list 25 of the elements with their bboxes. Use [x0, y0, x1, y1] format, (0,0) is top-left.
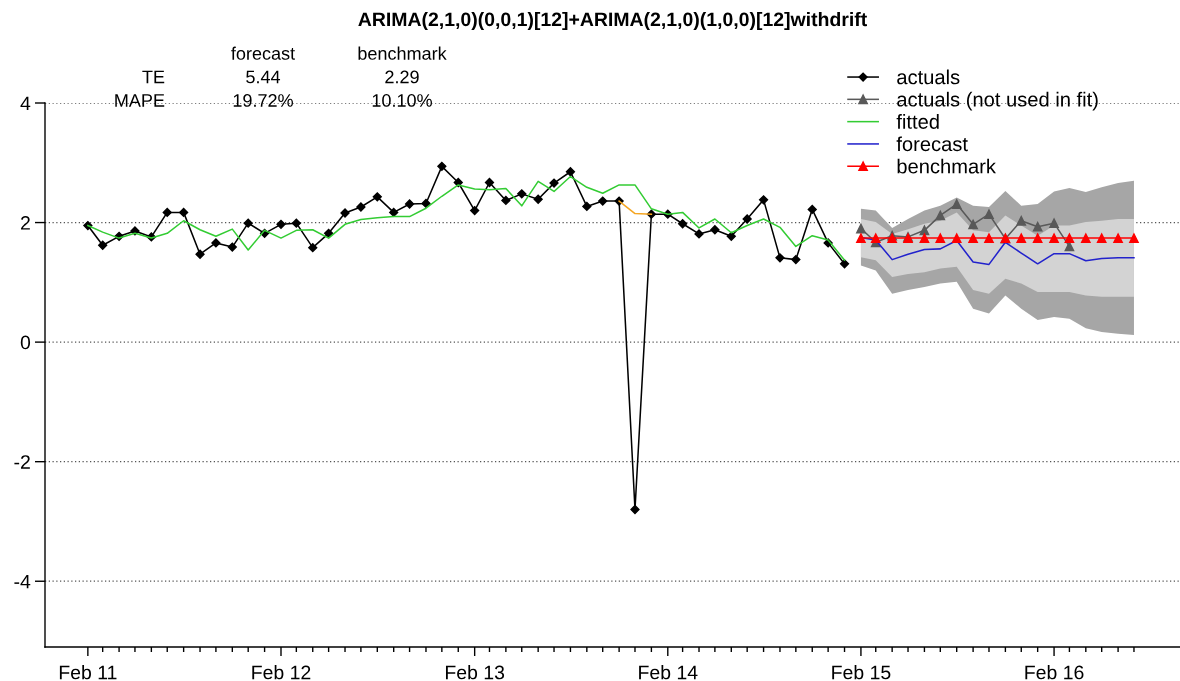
y-tick-label: 0 — [20, 335, 31, 350]
annotation: MAPE — [115, 94, 165, 107]
annotation: 19.72% — [233, 94, 293, 107]
x-tick-label: Feb 12 — [252, 665, 311, 680]
text: 2.29 — [385, 70, 419, 84]
text: forecast — [231, 46, 295, 60]
y-tick-label: -4 — [14, 574, 31, 589]
legend-label: actuals — [897, 69, 960, 85]
y-tick-label: 4 — [20, 96, 31, 111]
x-tick-label: Feb 13 — [445, 665, 505, 680]
legend-label: actuals (not used in fit) — [897, 91, 1098, 111]
text: 5.44 — [246, 70, 281, 84]
legend-label: fitted — [896, 114, 939, 129]
text: benchmark — [358, 46, 447, 60]
x-tick-label: Feb 16 — [1025, 665, 1084, 680]
legend-label: benchmark — [897, 158, 996, 174]
x-tick-label: Feb 15 — [832, 665, 891, 680]
x-tick-label: Feb 14 — [639, 665, 698, 680]
legend-label: forecast — [896, 136, 968, 152]
x-tick-label: Feb 11 — [59, 665, 117, 680]
annotation: 10.10% — [372, 94, 432, 107]
y-tick-label: -2 — [14, 455, 30, 469]
y-tick-label: 2 — [21, 216, 30, 230]
chart-title: ARIMA(2,1,0)(0,0,1)[12]+ARIMA(2,1,0)(1,0,0)[12]withdrift — [358, 11, 867, 31]
text: TE — [142, 70, 165, 84]
